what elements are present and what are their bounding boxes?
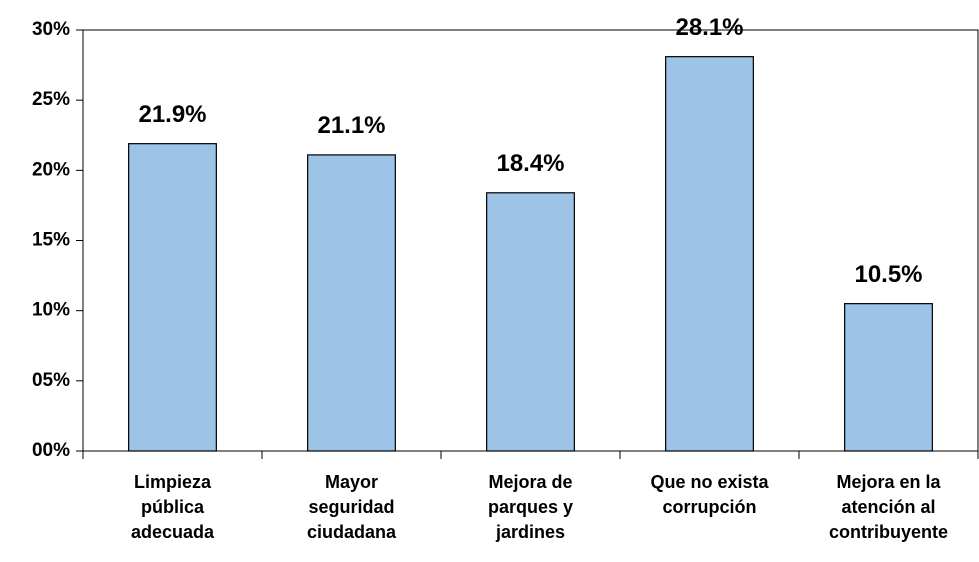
data-label: 18.4%: [496, 150, 564, 177]
y-tick-label: 15%: [32, 230, 70, 251]
y-tick-label: 00%: [32, 440, 70, 461]
y-tick-label: 25%: [32, 89, 70, 110]
data-label: 10.5%: [854, 261, 922, 288]
data-label: 21.1%: [317, 112, 385, 139]
bar: [665, 56, 754, 452]
bar: [307, 154, 396, 452]
y-tick-label: 30%: [32, 19, 70, 40]
x-tick-label: Mejora en la atención al contribuyente: [828, 472, 948, 542]
data-label: 28.1%: [675, 14, 743, 41]
y-tick-label: 05%: [32, 370, 70, 391]
bar: [486, 192, 575, 452]
x-tick-label: Mayor seguridad ciudadana: [306, 472, 397, 542]
bar: [844, 303, 933, 452]
y-tick-label: 20%: [32, 159, 70, 180]
data-label: 21.9%: [138, 101, 206, 128]
bar: [128, 143, 217, 452]
x-tick-label: Que no exista corrupción: [650, 472, 769, 517]
x-tick-label: Limpieza pública adecuada: [130, 472, 215, 542]
x-tick-label: Mejora de parques y jardines: [487, 472, 574, 542]
y-tick-label: 10%: [32, 300, 70, 321]
